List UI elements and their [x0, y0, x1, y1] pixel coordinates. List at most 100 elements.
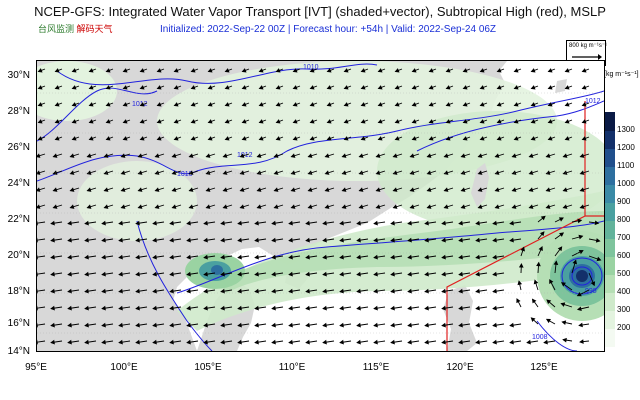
- ivt-vector-head: [358, 204, 364, 209]
- ivt-vector-head: [373, 271, 378, 277]
- ivt-vector-head: [309, 136, 315, 141]
- ivt-vector-head: [67, 322, 72, 328]
- ivt-vector-head: [307, 170, 313, 175]
- ivt-vector-head: [373, 339, 378, 345]
- ivt-vector-head: [479, 119, 485, 124]
- ivt-vector-head: [462, 102, 468, 107]
- ivt-vector-head: [67, 288, 72, 294]
- ivt-vector-head: [458, 271, 463, 277]
- ivt-vector-head: [377, 85, 383, 90]
- ivt-vector-head: [564, 136, 570, 141]
- ivt-vector-head: [154, 187, 160, 192]
- ivt-vector: [37, 306, 46, 309]
- ivt-vector-head: [101, 271, 106, 277]
- ivt-vector-head: [254, 271, 259, 277]
- ivt-vector-head: [428, 119, 434, 124]
- ivt-vector-head: [520, 246, 525, 252]
- ivt-vector-head: [518, 263, 524, 268]
- ivt-vector-head: [462, 136, 468, 141]
- logo-text-a: 台风监测: [38, 24, 75, 34]
- ivt-vector-head: [288, 322, 293, 328]
- ivt-vector-head: [105, 136, 111, 141]
- ivt-vector-head: [579, 204, 585, 209]
- ivt-vector-head: [237, 305, 242, 311]
- ivt-vector-head: [390, 271, 395, 277]
- ivt-vector-head: [572, 259, 578, 265]
- ivt-vector-head: [241, 136, 247, 141]
- ivt-vector-head: [557, 246, 563, 252]
- ivt-vector-head: [530, 136, 536, 141]
- ivt-vector-head: [156, 68, 162, 73]
- ivt-vector-head: [52, 204, 58, 209]
- ivt-vector-head: [67, 237, 72, 243]
- ivt-vector-head: [105, 68, 111, 73]
- ivt-vector-head: [324, 187, 330, 192]
- ivt-vector-head: [122, 102, 128, 107]
- ivt-vector: [37, 340, 46, 343]
- ivt-vector-head: [375, 153, 381, 158]
- ivt-vector-head: [105, 85, 111, 90]
- ivt-vector-head: [326, 119, 332, 124]
- ivt-vector-head: [156, 136, 162, 141]
- ivt-vector-head: [407, 220, 412, 226]
- ivt-vector-head: [205, 153, 211, 158]
- ivt-vector-head: [441, 254, 446, 260]
- ivt-vector-head: [339, 237, 344, 243]
- ivt-vector-head: [171, 187, 177, 192]
- ivt-vector-head: [392, 187, 398, 192]
- colorbar-label: 800: [617, 215, 631, 224]
- ivt-vector-head: [101, 305, 106, 311]
- ivt-vector-head: [118, 220, 123, 226]
- ivt-vector-head: [326, 68, 332, 73]
- ivt-vector-head: [339, 288, 344, 294]
- ivt-vector-head: [513, 102, 519, 107]
- ivt-vector-head: [564, 119, 570, 124]
- ivt-vector-head: [322, 237, 327, 243]
- ivt-vector-head: [254, 305, 259, 311]
- ivt-vector-head: [322, 322, 327, 328]
- ivt-vector-head: [122, 85, 128, 90]
- ivt-vector-head: [462, 68, 468, 73]
- ivt-vector-head: [579, 339, 584, 344]
- ivt-vector-head: [475, 254, 480, 260]
- ivt-vector-head: [530, 68, 536, 73]
- ivt-vector-head: [50, 305, 55, 311]
- ivt-vector-head: [169, 237, 174, 243]
- ivt-vector-head: [343, 102, 349, 107]
- colorbar-segment: [605, 130, 615, 149]
- ivt-vector-head: [186, 339, 191, 345]
- ivt-vector-head: [411, 136, 417, 141]
- ivt-vector-head: [37, 136, 43, 141]
- ivt-vector-head: [339, 339, 344, 345]
- ivt-vector-head: [224, 136, 230, 141]
- ivt-vector-head: [390, 322, 395, 328]
- ivt-vector-head: [156, 102, 162, 107]
- ivt-vector-head: [547, 136, 553, 141]
- ivt-vector: [37, 238, 46, 241]
- ivt-vector-head: [203, 254, 208, 260]
- ivt-vector-head: [273, 153, 279, 158]
- chart-subtitle: Initialized: 2022-Sep-22 00Z | Forecast …: [160, 24, 497, 35]
- ivt-vector-head: [339, 322, 344, 328]
- luzon-island: [443, 285, 477, 351]
- ivt-vector-head: [578, 322, 583, 328]
- ivt-vector-head: [169, 339, 174, 345]
- ivt-vector-head: [237, 237, 242, 243]
- lat-label: 18°N: [7, 286, 30, 297]
- ivt-vector-head: [256, 187, 262, 192]
- ivt-vector-head: [67, 220, 72, 226]
- lon-label: 110°E: [278, 362, 306, 373]
- ivt-vector-head: [509, 339, 514, 345]
- ivt-vector-head: [356, 220, 361, 226]
- ivt-vector-head: [305, 305, 310, 311]
- ivt-vector-head: [186, 305, 191, 311]
- ivt-vector-head: [88, 68, 94, 73]
- ivt-vector-head: [409, 153, 415, 158]
- colorbar-label: 1100: [617, 161, 635, 170]
- ivt-vector-head: [392, 204, 398, 209]
- ivt-vector-head: [307, 187, 313, 192]
- ivt-vector-head: [513, 85, 519, 90]
- ivt-vector-head: [445, 102, 451, 107]
- ivt-vector-head: [528, 204, 534, 209]
- lon-label: 100°E: [110, 362, 138, 373]
